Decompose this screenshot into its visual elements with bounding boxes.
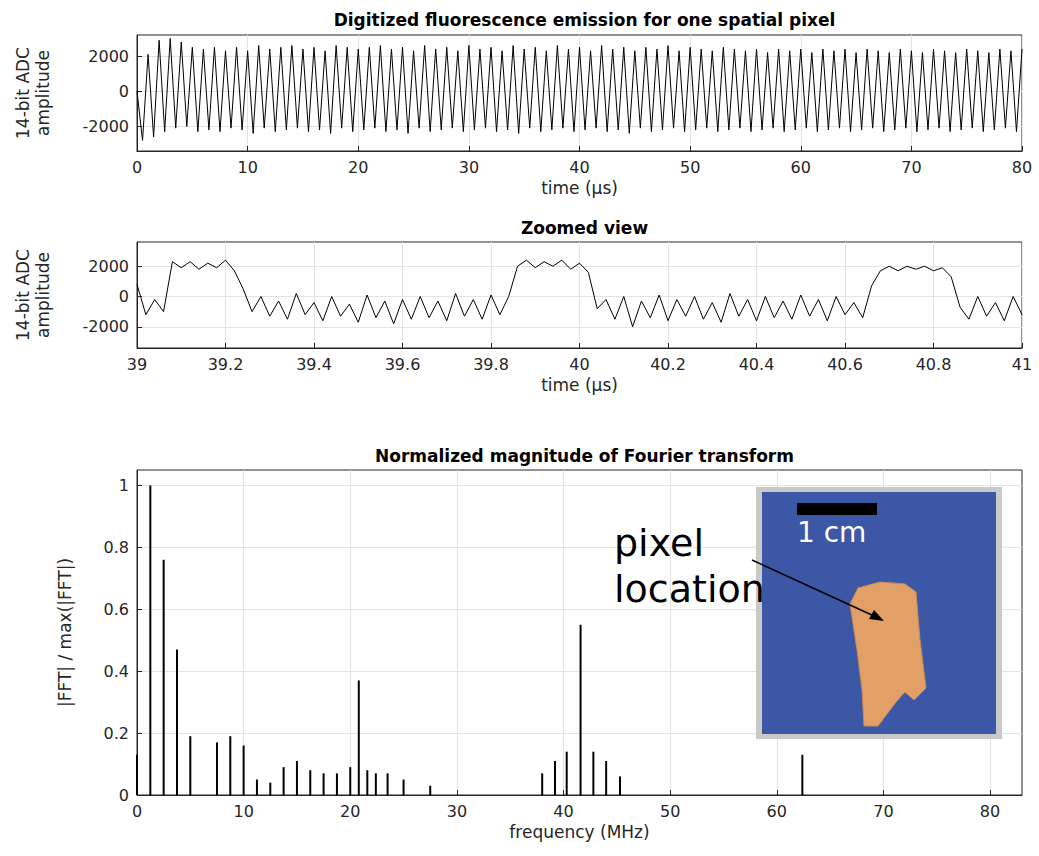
svg-text:60: 60 xyxy=(767,802,787,821)
svg-text:0: 0 xyxy=(119,287,129,306)
svg-text:50: 50 xyxy=(680,158,700,177)
svg-text:frequency (MHz): frequency (MHz) xyxy=(509,822,649,842)
svg-text:0.2: 0.2 xyxy=(104,724,129,743)
svg-text:2000: 2000 xyxy=(88,257,129,276)
svg-text:-2000: -2000 xyxy=(83,117,130,136)
svg-text:40.8: 40.8 xyxy=(916,355,952,374)
svg-text:40: 40 xyxy=(569,355,589,374)
svg-text:0: 0 xyxy=(119,82,129,101)
svg-text:0.6: 0.6 xyxy=(104,600,129,619)
svg-text:10: 10 xyxy=(237,158,257,177)
svg-text:40.4: 40.4 xyxy=(739,355,775,374)
svg-text:14-bit ADC: 14-bit ADC xyxy=(13,47,33,139)
svg-text:10: 10 xyxy=(233,802,253,821)
svg-text:30: 30 xyxy=(447,802,467,821)
svg-text:70: 70 xyxy=(901,158,921,177)
svg-text:-2000: -2000 xyxy=(83,317,130,336)
svg-text:39.4: 39.4 xyxy=(296,355,332,374)
svg-text:Digitized fluorescence emissio: Digitized fluorescence emission for one … xyxy=(334,10,836,30)
svg-text:0.4: 0.4 xyxy=(104,662,129,681)
svg-text:Zoomed view: Zoomed view xyxy=(521,218,648,238)
svg-text:time (μs): time (μs) xyxy=(541,178,618,198)
svg-text:location: location xyxy=(614,567,765,611)
svg-text:amplitude: amplitude xyxy=(33,252,53,338)
svg-text:0.8: 0.8 xyxy=(104,538,129,557)
svg-text:Normalized magnitude of Fourie: Normalized magnitude of Fourier transfor… xyxy=(375,446,794,466)
svg-text:39.8: 39.8 xyxy=(473,355,509,374)
svg-text:41: 41 xyxy=(1012,355,1032,374)
svg-text:70: 70 xyxy=(873,802,893,821)
svg-text:20: 20 xyxy=(340,802,360,821)
svg-text:40.2: 40.2 xyxy=(650,355,686,374)
svg-text:50: 50 xyxy=(660,802,680,821)
svg-text:39: 39 xyxy=(127,355,147,374)
svg-text:0: 0 xyxy=(119,786,129,805)
svg-text:39.2: 39.2 xyxy=(208,355,244,374)
svg-text:60: 60 xyxy=(791,158,811,177)
svg-text:14-bit ADC: 14-bit ADC xyxy=(13,249,33,341)
svg-text:1 cm: 1 cm xyxy=(797,516,866,549)
svg-text:time (μs): time (μs) xyxy=(541,375,618,395)
svg-text:0: 0 xyxy=(132,802,142,821)
svg-text:30: 30 xyxy=(459,158,479,177)
svg-text:1: 1 xyxy=(119,476,129,495)
svg-text:40.6: 40.6 xyxy=(827,355,863,374)
svg-text:80: 80 xyxy=(1012,158,1032,177)
svg-text:40: 40 xyxy=(569,158,589,177)
svg-text:40: 40 xyxy=(553,802,573,821)
svg-text:0: 0 xyxy=(132,158,142,177)
svg-text:80: 80 xyxy=(980,802,1000,821)
svg-text:2000: 2000 xyxy=(88,47,129,66)
svg-text:39.6: 39.6 xyxy=(385,355,421,374)
svg-text:amplitude: amplitude xyxy=(33,50,53,136)
svg-text:20: 20 xyxy=(348,158,368,177)
svg-text:pixel: pixel xyxy=(614,521,704,565)
svg-text:|FFT| / max(|FFT|): |FFT| / max(|FFT|) xyxy=(55,558,75,707)
